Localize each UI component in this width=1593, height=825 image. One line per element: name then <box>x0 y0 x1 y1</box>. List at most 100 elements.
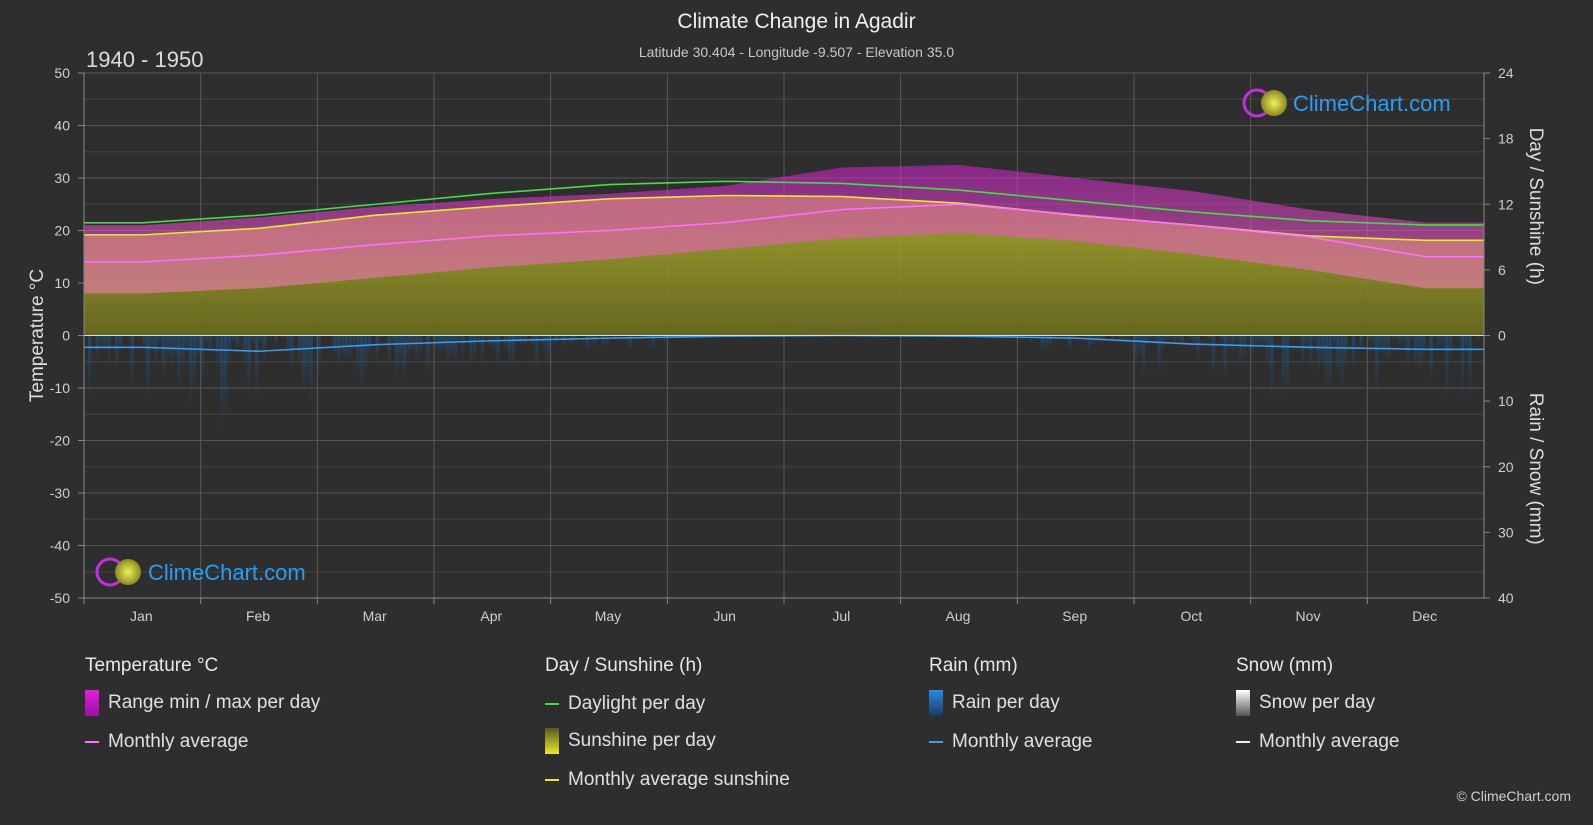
rain-bar <box>247 335 251 394</box>
rain-bar <box>1153 335 1157 343</box>
month-tick-label: Jun <box>713 608 736 624</box>
line-swatch-icon <box>929 741 943 743</box>
rain-bar <box>1254 335 1258 346</box>
legend-label: Sunshine per day <box>568 730 716 751</box>
rain-bar <box>255 335 259 396</box>
rain-bar <box>484 335 488 340</box>
rain-bar <box>196 335 201 360</box>
rain-bar <box>231 335 236 341</box>
rain-bar <box>1048 335 1052 348</box>
left-tick-label: -40 <box>50 538 70 554</box>
rain-bar <box>165 335 170 358</box>
month-tick-label: Oct <box>1180 608 1202 624</box>
rain-bar <box>612 335 617 339</box>
rain-bar <box>313 335 317 339</box>
rain-bar <box>364 335 368 372</box>
rain-bar <box>476 335 481 344</box>
rain-bar <box>1456 335 1461 340</box>
legend-snow-day: Snow per day <box>1236 690 1375 716</box>
left-tick-label: 50 <box>54 65 70 81</box>
rain-bar <box>1297 335 1301 339</box>
rain-bar <box>1324 335 1328 384</box>
rain-bar <box>1192 335 1196 346</box>
rain-bar <box>274 335 278 345</box>
chart-title: Climate Change in Agadir <box>677 10 916 33</box>
rain-bar <box>496 335 500 364</box>
rain-bar <box>1270 335 1274 400</box>
legend-sunshine-title: Day / Sunshine (h) <box>545 655 703 676</box>
rain-bar <box>539 335 543 338</box>
logo-text: ClimeChart.com <box>1293 91 1451 116</box>
period-label: 1940 - 1950 <box>86 47 204 72</box>
logo-text: ClimeChart.com <box>148 560 306 585</box>
rain-bar <box>1449 335 1453 356</box>
rain-bar <box>1410 335 1414 340</box>
right-top-tick-label: 6 <box>1498 262 1506 278</box>
rain-bar <box>1359 335 1363 350</box>
rain-bar <box>632 335 636 337</box>
rain-bar <box>1414 335 1418 368</box>
left-axis-title: Temperature °C <box>27 269 48 402</box>
rain-bar <box>426 335 430 373</box>
rain-bar <box>1332 335 1336 347</box>
rain-bar <box>1277 335 1282 337</box>
legend-label: Monthly average sunshine <box>568 769 790 790</box>
legend-snow-avg: Monthly average <box>1236 731 1399 753</box>
rain-bar <box>1215 335 1220 337</box>
rain-bar <box>562 335 566 346</box>
line-swatch-icon <box>85 741 99 743</box>
rain-bar <box>406 335 411 357</box>
rain-bar <box>259 335 263 344</box>
legend-rain-avg: Monthly average <box>929 731 1092 753</box>
rain-bar <box>1468 335 1472 397</box>
rain-bar <box>1242 335 1247 358</box>
rain-bar <box>1402 335 1406 344</box>
rain-bar <box>764 335 768 340</box>
rain-bar <box>1223 335 1227 377</box>
rain-bar <box>119 335 123 351</box>
line-swatch-icon <box>1236 741 1250 743</box>
rain-bar <box>1437 335 1441 348</box>
rain-swatch-icon <box>929 690 943 716</box>
rain-bar <box>453 335 457 364</box>
rain-bar <box>1137 335 1142 356</box>
rain-bar <box>507 335 512 365</box>
rain-bar <box>445 335 450 363</box>
rain-bar <box>1258 335 1262 348</box>
right-bottom-tick-label: 10 <box>1498 393 1514 409</box>
month-tick-label: Sep <box>1062 608 1087 624</box>
rain-bar <box>181 335 185 368</box>
rain-bar <box>1460 335 1465 399</box>
rain-bar <box>1106 335 1111 337</box>
right-bottom-axis-title: Rain / Snow (mm) <box>1525 393 1546 545</box>
rain-bar <box>1040 335 1045 351</box>
rain-bar <box>1067 335 1072 351</box>
month-tick-label: Aug <box>946 608 971 624</box>
rain-bar <box>1433 335 1437 339</box>
left-tick-label: -10 <box>50 380 70 396</box>
rain-bar <box>379 335 383 338</box>
rain-bar <box>1445 335 1449 395</box>
rain-bar <box>457 335 461 344</box>
legend-label: Snow per day <box>1259 692 1376 713</box>
right-bottom-tick-label: 40 <box>1498 590 1514 606</box>
rain-bar <box>500 335 504 337</box>
rain-bar <box>243 335 247 364</box>
rain-bar <box>434 335 438 353</box>
rain-bar <box>212 335 216 340</box>
rain-bar <box>1371 335 1375 344</box>
rain-bar <box>126 335 131 338</box>
rain-bar <box>1064 335 1068 338</box>
rain-bar <box>107 335 111 364</box>
rain-bar <box>1309 335 1313 368</box>
rain-bar <box>531 335 535 347</box>
legend-temp-avg: Monthly average <box>85 731 248 753</box>
rain-bar <box>157 335 162 343</box>
rain-bar <box>1188 335 1192 340</box>
rain-bar <box>169 335 173 367</box>
rain-bar <box>449 335 453 359</box>
rain-bar <box>146 335 150 397</box>
rain-bar <box>111 335 115 338</box>
rain-bar <box>1052 335 1056 338</box>
rain-bar <box>1180 335 1185 348</box>
